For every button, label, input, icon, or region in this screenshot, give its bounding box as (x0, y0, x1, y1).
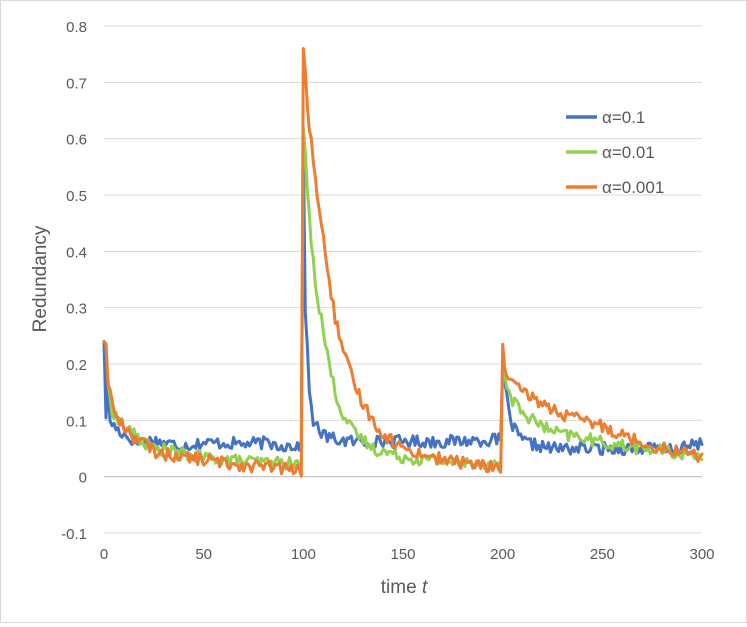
x-tick-label: 100 (291, 546, 316, 563)
x-axis-label-var: t (422, 577, 428, 598)
legend: α=0.1 α=0.01 α=0.001 (566, 108, 664, 197)
x-tick-label: 150 (390, 546, 415, 563)
y-tick-label: 0.4 (66, 244, 87, 261)
x-tick-label: 250 (590, 546, 615, 563)
x-tick-label: 50 (195, 546, 212, 563)
y-tick-label: 0.2 (66, 357, 87, 374)
series-line-1 (102, 137, 704, 457)
x-tick-label: 0 (100, 546, 108, 563)
y-tick-label: 0.5 (66, 188, 87, 205)
legend-label-2: α=0.01 (602, 143, 655, 162)
y-axis-label: Redundancy (30, 225, 51, 332)
x-tick-label: 200 (490, 546, 515, 563)
y-tick-label: -0.1 (61, 526, 87, 543)
series-layer (102, 47, 704, 478)
y-tick-label: 0.3 (66, 301, 87, 318)
x-axis-label: time t (381, 577, 428, 598)
y-tick-label: 0.1 (66, 413, 87, 430)
series-line-3 (102, 47, 704, 478)
y-tick-label: 0 (79, 470, 87, 487)
series-line-2 (102, 125, 704, 471)
axis-layer: -0.1 0 0.1 0.2 0.3 0.4 0.5 0.6 0.7 0.8 0 50 100 150 20… (61, 19, 714, 563)
legend-label-1: α=0.1 (602, 108, 645, 127)
legend-label-3: α=0.001 (602, 178, 664, 197)
y-tick-label: 0.6 (66, 132, 87, 149)
x-tick-label: 300 (689, 546, 714, 563)
x-axis-label-prefix: time (381, 577, 422, 598)
y-tick-label: 0.8 (66, 19, 87, 36)
y-tick-label: 0.7 (66, 75, 87, 92)
